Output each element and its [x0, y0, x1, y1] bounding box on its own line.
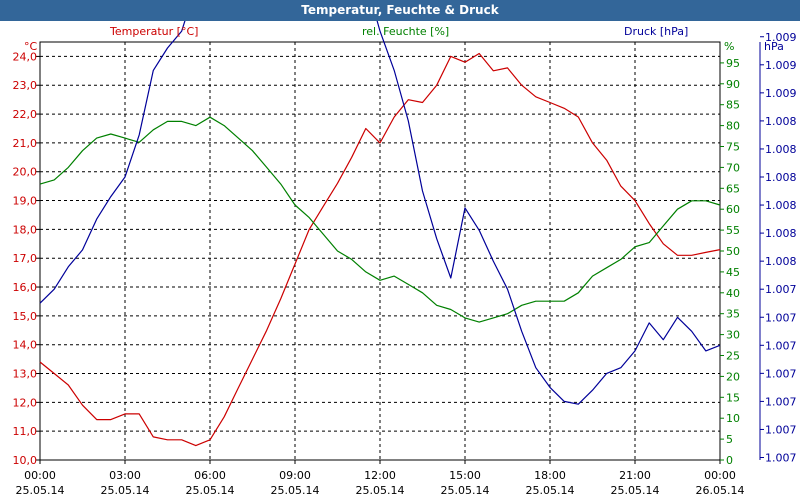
series-layer	[39, 21, 721, 447]
x-tick-label-time: 09:00	[279, 469, 311, 482]
temperature-tick-label: 10,0	[13, 454, 38, 467]
pressure-tick-label: 1.008	[765, 227, 797, 240]
humidity-tick-label: 90	[726, 78, 740, 91]
humidity-tick-label: 35	[726, 308, 740, 321]
humidity-tick-label: 45	[726, 266, 740, 279]
x-tick-label-date: 25.05.14	[186, 484, 235, 497]
pressure-tick-label: 1.009	[765, 87, 797, 100]
temperature-tick-label: 22,0	[13, 108, 38, 121]
x-tick-label-date: 26.05.14	[696, 484, 745, 497]
pressure-tick-label: 1.008	[765, 143, 797, 156]
chart-canvas: 00:00 25.05.14 03:00 25.05.14 06:00 25.05.14 0…	[13, 21, 797, 497]
humidity-tick-label: 65	[726, 182, 740, 195]
pressure-tick-label: 1.007	[765, 367, 797, 380]
x-tick-label-time: 03:00	[109, 469, 141, 482]
pressure-legend-label: Druck [hPa]	[624, 25, 688, 38]
humidity-axis-unit: %	[724, 40, 734, 53]
pressure-tick-label: 1.007	[765, 339, 797, 352]
humidity-tick-label: 5	[726, 433, 733, 446]
temperature-tick-label: 19,0	[13, 195, 38, 208]
x-tick-label-date: 25.05.14	[101, 484, 150, 497]
pressure-tick-label: 1.008	[765, 255, 797, 268]
humidity-tick-label: 20	[726, 370, 740, 383]
humidity-tick-label: 50	[726, 245, 740, 258]
pressure-tick-label: 1.007	[765, 452, 797, 465]
x-tick-label-time: 21:00	[619, 469, 651, 482]
humidity-legend-label: rel. Feuchte [%]	[362, 25, 449, 38]
temperature-tick-label: 18,0	[13, 223, 38, 236]
temperature-tick-label: 17,0	[13, 252, 38, 265]
humidity-tick-label: 25	[726, 350, 740, 363]
humidity-tick-label: 60	[726, 203, 740, 216]
x-tick-label-date: 25.05.14	[271, 484, 320, 497]
chart-title: Temperatur, Feuchte & Druck	[0, 0, 800, 21]
temperature-tick-label: 14,0	[13, 339, 38, 352]
x-tick-label-time: 12:00	[364, 469, 396, 482]
humidity-tick-label: 75	[726, 141, 740, 154]
x-tick-label-date: 25.05.14	[441, 484, 490, 497]
temperature-tick-label: 16,0	[13, 281, 38, 294]
x-tick-label-time: 18:00	[534, 469, 566, 482]
x-tick-label-date: 25.05.14	[356, 484, 405, 497]
x-tick-label-time: 00:00	[24, 469, 56, 482]
humidity-tick-label: 95	[726, 57, 740, 70]
pressure-tick-label: 1.008	[765, 171, 797, 184]
pressure-tick-label: 1.007	[765, 283, 797, 296]
x-tick-label-time: 00:00	[704, 469, 736, 482]
pressure-tick-label: 1.007	[765, 311, 797, 324]
humidity-tick-label: 80	[726, 120, 740, 133]
temperature-legend-label: Temperatur [°C]	[109, 25, 198, 38]
humidity-tick-label: 30	[726, 329, 740, 342]
pressure-axis-unit: hPa	[764, 40, 784, 53]
pressure-tick-label: 1.009	[765, 59, 797, 72]
x-tick-label-time: 06:00	[194, 469, 226, 482]
humidity-tick-label: 10	[726, 412, 740, 425]
x-tick-label-date: 25.05.14	[16, 484, 65, 497]
x-tick-label-date: 25.05.14	[611, 484, 660, 497]
humidity-tick-label: 40	[726, 287, 740, 300]
temperature-tick-label: 15,0	[13, 310, 38, 323]
humidity-series-line	[39, 116, 721, 323]
pressure-series-line	[39, 21, 721, 405]
x-tick-label-date: 25.05.14	[526, 484, 575, 497]
temperature-tick-label: 12,0	[13, 396, 38, 409]
axis-labels: 00:00 25.05.14 03:00 25.05.14 06:00 25.05.14 0…	[13, 31, 797, 497]
pressure-tick-label: 1.008	[765, 115, 797, 128]
temperature-tick-label: 21,0	[13, 137, 38, 150]
temperature-tick-label: 23,0	[13, 79, 38, 92]
humidity-tick-label: 85	[726, 99, 740, 112]
grid-lines	[36, 36, 764, 464]
humidity-tick-label: 55	[726, 224, 740, 237]
temperature-axis-unit: °C	[24, 40, 38, 53]
pressure-tick-label: 1.009	[765, 31, 797, 44]
temperature-tick-label: 20,0	[13, 166, 38, 179]
temperature-tick-label: 24,0	[13, 50, 38, 63]
humidity-tick-label: 15	[726, 391, 740, 404]
humidity-tick-label: 70	[726, 161, 740, 174]
pressure-tick-label: 1.007	[765, 423, 797, 436]
temperature-series-line	[39, 52, 721, 447]
x-tick-label-time: 15:00	[449, 469, 481, 482]
pressure-tick-label: 1.008	[765, 199, 797, 212]
pressure-tick-label: 1.007	[765, 395, 797, 408]
humidity-tick-label: 0	[726, 454, 733, 467]
temperature-tick-label: 13,0	[13, 368, 38, 381]
temperature-tick-label: 11,0	[13, 425, 38, 438]
